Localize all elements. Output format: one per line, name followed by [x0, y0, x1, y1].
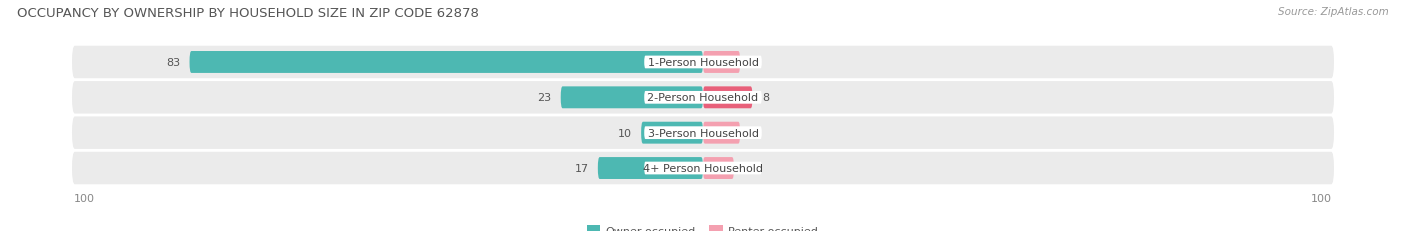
Text: 2-Person Household: 2-Person Household — [647, 93, 759, 103]
Text: 1-Person Household: 1-Person Household — [648, 58, 758, 68]
FancyBboxPatch shape — [72, 117, 1334, 149]
FancyBboxPatch shape — [190, 52, 703, 74]
FancyBboxPatch shape — [72, 152, 1334, 185]
FancyBboxPatch shape — [561, 87, 703, 109]
Text: OCCUPANCY BY OWNERSHIP BY HOUSEHOLD SIZE IN ZIP CODE 62878: OCCUPANCY BY OWNERSHIP BY HOUSEHOLD SIZE… — [17, 7, 479, 20]
FancyBboxPatch shape — [641, 122, 703, 144]
Text: 83: 83 — [166, 58, 180, 68]
Text: 0: 0 — [749, 58, 756, 68]
FancyBboxPatch shape — [644, 127, 762, 140]
FancyBboxPatch shape — [703, 157, 734, 179]
FancyBboxPatch shape — [644, 56, 762, 69]
FancyBboxPatch shape — [72, 82, 1334, 114]
FancyBboxPatch shape — [703, 87, 752, 109]
Legend: Owner-occupied, Renter-occupied: Owner-occupied, Renter-occupied — [582, 221, 824, 231]
FancyBboxPatch shape — [703, 52, 740, 74]
Text: 4+ Person Household: 4+ Person Household — [643, 163, 763, 173]
FancyBboxPatch shape — [644, 162, 762, 175]
Text: 8: 8 — [762, 93, 769, 103]
Text: 0: 0 — [749, 128, 756, 138]
Text: 23: 23 — [537, 93, 551, 103]
Text: 17: 17 — [575, 163, 589, 173]
FancyBboxPatch shape — [703, 122, 740, 144]
Text: 0: 0 — [744, 163, 751, 173]
FancyBboxPatch shape — [598, 157, 703, 179]
FancyBboxPatch shape — [644, 91, 762, 104]
FancyBboxPatch shape — [72, 46, 1334, 79]
Text: 3-Person Household: 3-Person Household — [648, 128, 758, 138]
Text: 10: 10 — [617, 128, 631, 138]
Text: Source: ZipAtlas.com: Source: ZipAtlas.com — [1278, 7, 1389, 17]
